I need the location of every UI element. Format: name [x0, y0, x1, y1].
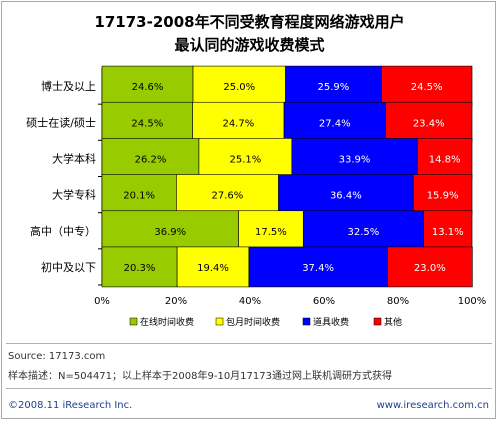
data-label: 25.1%	[229, 154, 261, 165]
bar-segment	[386, 246, 473, 288]
bar-segment	[291, 138, 418, 179]
data-label: 27.6%	[212, 191, 244, 202]
bar-segment	[176, 174, 279, 215]
data-label: 36.9%	[154, 227, 186, 238]
bar-segment	[423, 210, 473, 252]
data-label: 24.6%	[132, 82, 164, 93]
data-label: 25.0%	[223, 82, 255, 93]
data-label: 20.3%	[124, 263, 156, 274]
bar-segment	[278, 174, 414, 215]
x-tick-label: 20%	[165, 296, 187, 307]
data-label: 17.5%	[255, 227, 287, 238]
bar-segment	[412, 174, 473, 215]
data-label: 23.4%	[413, 118, 445, 129]
footer-divider-bottom	[6, 388, 492, 389]
x-tick-label: 60%	[313, 296, 335, 307]
website-text: www.iresearch.com.cn	[376, 400, 489, 411]
category-label: 硕士在读/硕士	[26, 115, 96, 129]
category-label: 大学本科	[52, 151, 96, 165]
bar-segment	[101, 101, 193, 143]
data-label: 27.4%	[319, 118, 351, 129]
data-label: 25.9%	[318, 82, 350, 93]
bar-segment	[198, 138, 293, 179]
data-label: 24.7%	[222, 118, 254, 129]
legend-swatch	[302, 317, 311, 326]
footer-divider-top	[6, 343, 492, 344]
bar-segment	[101, 174, 177, 215]
chart-title-line-1: 17173-2008年不同受教育程度网络游戏用户	[94, 13, 405, 31]
category-label: 大学专科	[52, 188, 96, 202]
bar-segment	[101, 246, 178, 288]
legend-label: 包月时间收费	[226, 316, 280, 328]
data-label: 24.5%	[411, 82, 443, 93]
x-tick-label: 0%	[94, 296, 110, 307]
copyright-text: ©2008.11 iResearch Inc.	[8, 400, 133, 411]
data-label: 26.2%	[135, 154, 167, 165]
legend-label: 道具收费	[313, 316, 349, 328]
category-label: 高中（中专）	[30, 224, 96, 238]
data-label: 33.9%	[339, 154, 371, 165]
bar-segment	[302, 210, 424, 252]
bar-segment	[176, 246, 250, 288]
bar-segment	[385, 101, 473, 143]
x-tick-label: 80%	[387, 296, 409, 307]
data-label: 23.0%	[414, 263, 446, 274]
bar-segment	[192, 65, 286, 107]
legend-label: 在线时间收费	[140, 316, 194, 328]
stacked-bar-chart: 0% 20% 40% 60% 80% 100% 博士及以上 24.6% 25.0% 25.9% 24…	[26, 65, 487, 328]
legend-swatch	[373, 317, 382, 326]
data-label: 36.4%	[330, 191, 362, 202]
bar-segment	[101, 210, 239, 252]
legend-swatch	[215, 317, 224, 326]
category-label: 博士及以上	[41, 80, 96, 93]
chart-title-line-2: 最认同的游戏收费模式	[174, 36, 325, 54]
legend-swatch	[129, 317, 138, 326]
category-label: 初中及以下	[41, 260, 96, 274]
x-tick-label: 40%	[239, 296, 261, 307]
bar-segment	[416, 138, 473, 179]
x-tick-label: 100%	[458, 296, 487, 307]
source-text: Source: 17173.com	[8, 351, 106, 362]
data-label: 37.4%	[302, 263, 334, 274]
sample-description: 样本描述：N=504471；以上样本于2008年9-10月17173通过网上联机…	[8, 371, 392, 382]
data-label: 32.5%	[348, 227, 380, 238]
bar-segment	[101, 65, 194, 107]
data-label: 19.4%	[197, 263, 229, 274]
bar-segment	[192, 101, 285, 143]
legend-label: 其他	[384, 316, 402, 328]
bar-segment	[381, 65, 473, 107]
data-label: 14.8%	[429, 154, 461, 165]
data-label: 13.1%	[432, 227, 464, 238]
data-label: 24.5%	[131, 118, 163, 129]
data-label: 20.1%	[123, 191, 155, 202]
bar-segment	[285, 65, 382, 107]
bar-segment	[248, 246, 388, 288]
bar-segment	[101, 138, 200, 179]
data-label: 15.9%	[427, 191, 459, 202]
